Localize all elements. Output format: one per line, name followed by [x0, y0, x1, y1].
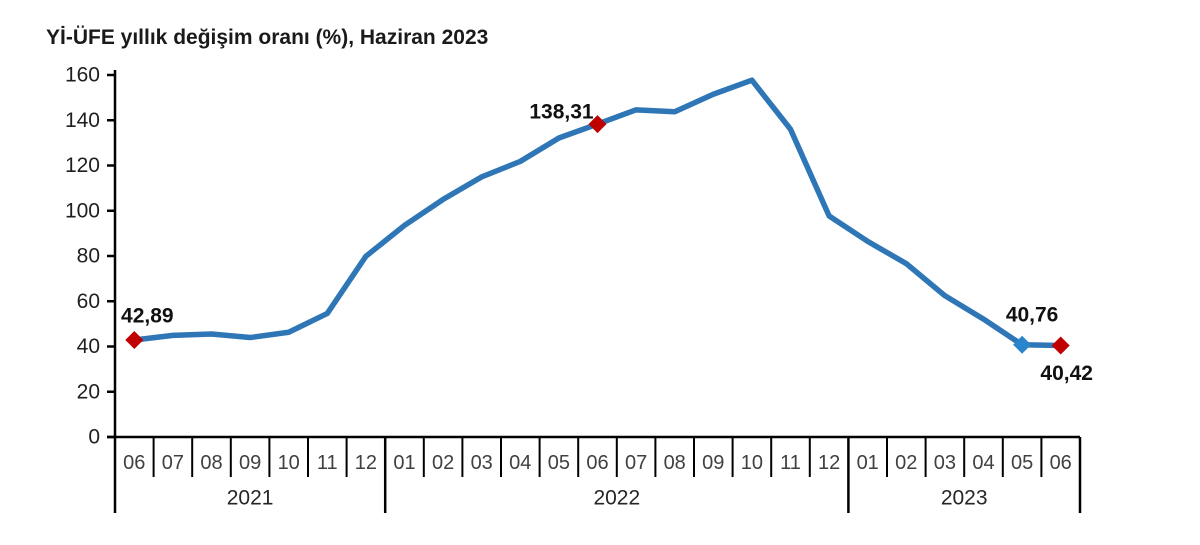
x-month-label: 06	[123, 452, 145, 474]
data-point-label: 42,89	[121, 304, 174, 327]
y-axis-label: 100	[65, 199, 100, 222]
x-month-label: 08	[664, 452, 686, 474]
x-month-label: 05	[548, 452, 570, 474]
data-point-label: 138,31	[529, 101, 594, 124]
y-axis-label: 40	[77, 335, 100, 358]
x-month-label: 12	[355, 452, 377, 474]
x-month-label: 03	[934, 452, 956, 474]
x-month-label: 11	[780, 452, 801, 474]
y-axis-label: 20	[77, 380, 100, 403]
x-month-label: 12	[818, 452, 840, 474]
x-month-label: 09	[239, 452, 261, 474]
y-axis-label: 120	[65, 154, 100, 177]
marker-diamond-icon	[1051, 336, 1070, 355]
x-month-label: 02	[895, 452, 917, 474]
x-month-label: 06	[586, 452, 608, 474]
y-axis-label: 0	[88, 426, 100, 449]
x-month-label: 01	[393, 452, 415, 474]
data-point-label: 40,76	[1006, 303, 1059, 326]
x-year-label: 2022	[593, 487, 640, 510]
data-point-label: 40,42	[1040, 362, 1093, 385]
x-month-label: 09	[702, 452, 724, 474]
x-month-label: 07	[625, 452, 647, 474]
chart-title: Yİ-ÜFE yıllık değişim oranı (%), Haziran…	[46, 26, 489, 49]
x-month-label: 01	[857, 452, 879, 474]
x-year-label: 2023	[941, 487, 988, 510]
marker-diamond-icon	[1013, 335, 1032, 354]
x-month-label: 10	[278, 452, 300, 474]
x-month-label: 10	[741, 452, 763, 474]
x-month-label: 04	[509, 452, 531, 474]
y-axis-label: 60	[77, 290, 100, 313]
x-month-label: 08	[200, 452, 222, 474]
x-month-label: 07	[162, 452, 184, 474]
marker-diamond-icon	[588, 115, 607, 134]
x-month-label: 05	[1011, 452, 1033, 474]
y-axis-label: 140	[65, 109, 100, 132]
x-month-label: 02	[432, 452, 454, 474]
marker-diamond-icon	[125, 330, 144, 349]
y-axis-label: 80	[77, 245, 100, 268]
x-month-label: 03	[471, 452, 493, 474]
x-year-label: 2021	[227, 487, 274, 510]
x-month-label: 11	[317, 452, 338, 474]
x-month-label: 06	[1050, 452, 1072, 474]
y-axis-label: 160	[65, 64, 100, 87]
x-month-label: 04	[972, 452, 994, 474]
